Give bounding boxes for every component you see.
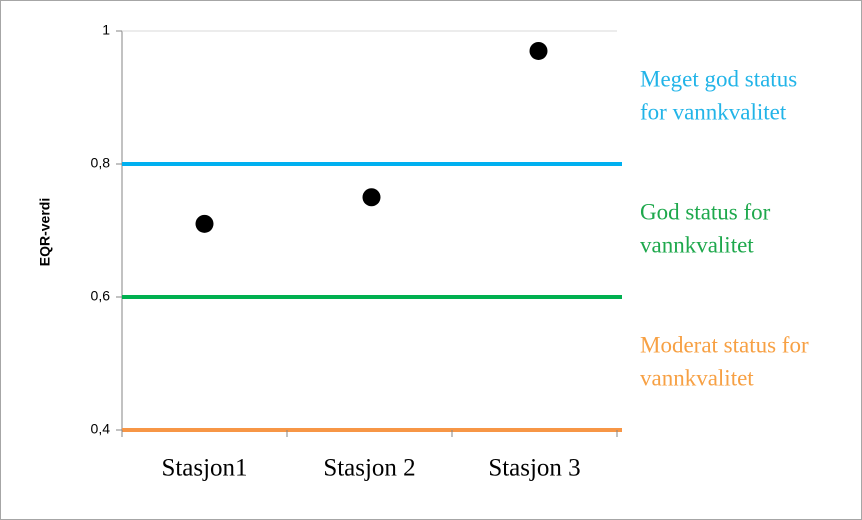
threshold-label: Meget god status: [640, 66, 797, 91]
y-tick-label: 0,6: [91, 288, 111, 304]
threshold-label: Moderat status for: [640, 332, 809, 357]
threshold-label: for vannkvalitet: [640, 99, 787, 124]
y-tick-label: 1: [102, 22, 110, 38]
data-point: [195, 214, 214, 233]
data-point: [362, 188, 381, 207]
x-tick-label: Stasjon 3: [488, 455, 580, 482]
threshold-label: vannkvalitet: [640, 232, 754, 257]
threshold-label: God status for: [640, 199, 771, 224]
x-tick-label: Stasjon1: [161, 455, 247, 482]
data-point: [529, 41, 548, 60]
y-axis-title: EQR-verdi: [37, 198, 53, 266]
y-tick-label: 0,4: [91, 421, 111, 437]
y-tick-label: 0,8: [91, 155, 111, 171]
threshold-label: vannkvalitet: [640, 365, 754, 390]
x-tick-label: Stasjon 2: [323, 455, 415, 482]
